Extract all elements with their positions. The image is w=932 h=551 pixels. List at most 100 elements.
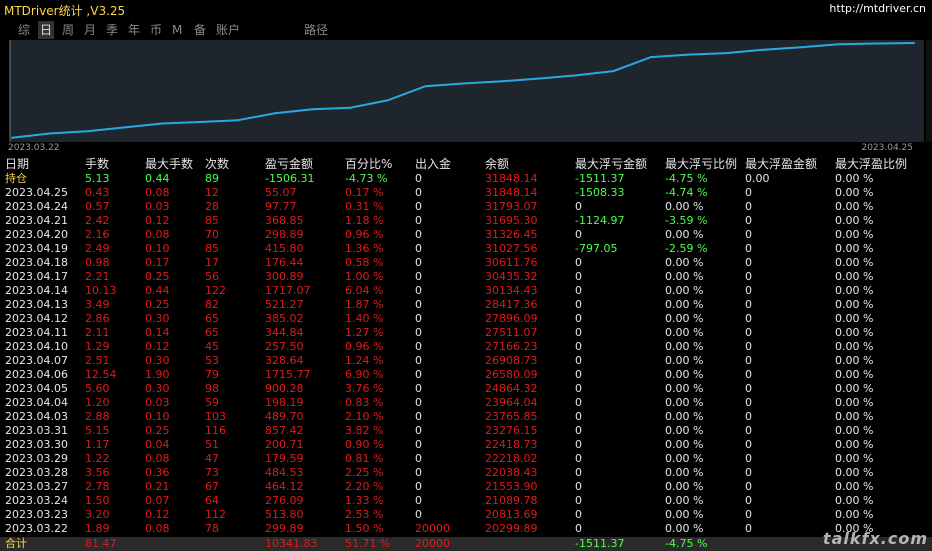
holding-cell: 5.13 [85, 172, 110, 185]
holding-cell: 0.00 [745, 172, 770, 185]
table-cell: 0 [415, 326, 422, 339]
table-cell: 300.89 [265, 270, 304, 283]
table-cell: 0.00 % [835, 522, 874, 535]
table-cell: 3.49 [85, 298, 110, 311]
table-cell: 1.40 % [345, 312, 384, 325]
holding-cell: 0.00 % [835, 172, 874, 185]
table-cell: 0.00 % [665, 466, 704, 479]
table-cell: 1.17 [85, 438, 110, 451]
table-cell: 0 [745, 200, 752, 213]
table-cell: 0 [415, 284, 422, 297]
table-cell: 328.64 [265, 354, 304, 367]
table-cell: 28417.36 [485, 298, 538, 311]
table-cell: 2.25 % [345, 466, 384, 479]
table-cell: 0.00 % [835, 480, 874, 493]
table-cell: 0.08 [145, 522, 170, 535]
table-cell: 0 [575, 256, 582, 269]
table-cell: 0.44 [145, 284, 170, 297]
table-row: 2023.04.07 2.51 0.30 53 328.64 1.24 % 0 26908.7… [0, 354, 932, 368]
balance-point [424, 85, 427, 88]
table-cell: 0 [745, 480, 752, 493]
table-cell: 0 [415, 424, 422, 437]
table-cell: 0.04 [145, 438, 170, 451]
table-cell: 198.19 [265, 396, 304, 409]
column-header: 手数 [85, 157, 110, 171]
table-cell: 12 [205, 186, 219, 199]
total-cell: -1511.37 [575, 537, 625, 550]
table-cell: 2023.04.03 [5, 410, 68, 423]
table-cell: 0.12 [145, 340, 170, 353]
table-cell: 24864.32 [485, 382, 538, 395]
table-cell: 1715.77 [265, 368, 311, 381]
balance-point [687, 53, 690, 56]
holding-cell: -1506.31 [265, 172, 315, 185]
table-row: 2023.04.03 2.88 0.10 103 489.70 2.10 % 0 23765.… [0, 410, 932, 424]
menu-item[interactable]: 季 [106, 23, 119, 37]
table-cell: 200.71 [265, 438, 304, 451]
table-row: 2023.04.14 10.13 0.44 122 1717.07 6.04 % 0 3013… [0, 284, 932, 298]
chart-x-end-label: 2023.04.25 [861, 143, 913, 152]
table-cell: 2.10 % [345, 410, 384, 423]
table-cell: 0.00 % [835, 424, 874, 437]
balance-point [537, 77, 540, 80]
table-cell: 0 [575, 424, 582, 437]
table-cell: 0.00 % [835, 214, 874, 227]
menu-item[interactable]: 日 [38, 21, 55, 39]
table-row: 2023.04.24 0.57 0.03 28 97.77 0.31 % 0 31793.07… [0, 200, 932, 214]
menu-item[interactable]: 综 [18, 23, 31, 37]
table-cell: 0.00 % [665, 284, 704, 297]
table-cell: 0 [415, 298, 422, 311]
table-cell: 0 [415, 256, 422, 269]
table-cell: 2023.04.07 [5, 354, 68, 367]
table-row: 2023.04.21 2.42 0.12 85 368.85 1.18 % 0 31695.3… [0, 214, 932, 228]
table-cell: 6.90 % [345, 368, 384, 381]
menu-item[interactable]: 币 [150, 23, 163, 37]
table-row: 2023.03.24 1.50 0.07 64 276.09 1.33 % 0 21089.7… [0, 494, 932, 508]
menu-item[interactable]: 路径 [304, 23, 329, 37]
table-cell: 2023.04.10 [5, 340, 68, 353]
table-cell: -1508.33 [575, 186, 625, 199]
table-cell: 0.30 [145, 382, 170, 395]
balance-point [800, 46, 803, 49]
table-cell: 0.12 [145, 214, 170, 227]
table-cell: 30435.32 [485, 270, 538, 283]
table-cell: 3.20 [85, 508, 110, 521]
holding-cell: 89 [205, 172, 219, 185]
table-cell: 27166.23 [485, 340, 538, 353]
menu-item[interactable]: 月 [84, 23, 97, 37]
menu-item[interactable]: M [172, 23, 183, 37]
table-cell: 30134.43 [485, 284, 538, 297]
table-cell: 0.96 % [345, 228, 384, 241]
menu-item[interactable]: 账户 [216, 23, 241, 37]
table-cell: 415.80 [265, 242, 304, 255]
table-cell: 2023.03.30 [5, 438, 68, 451]
table-cell: 2023.04.14 [5, 284, 68, 297]
site-url-link[interactable]: http://mtdriver.cn [829, 2, 926, 15]
table-cell: 2023.03.27 [5, 480, 68, 493]
table-row: 2023.04.18 0.98 0.17 17 176.44 0.58 % 0 30611.7… [0, 256, 932, 270]
table-cell: 20299.89 [485, 522, 538, 535]
table-cell: 0.36 [145, 466, 170, 479]
table-cell: 0.00 % [665, 200, 704, 213]
table-cell: 1.89 [85, 522, 110, 535]
table-cell: 0.08 [145, 186, 170, 199]
table-cell: -2.59 % [665, 242, 708, 255]
table-cell: 30611.76 [485, 256, 538, 269]
table-row: 2023.03.29 1.22 0.08 47 179.59 0.81 % 0 22218.0… [0, 452, 932, 466]
menu-item[interactable]: 周 [62, 23, 75, 37]
total-cell: 81.47 [85, 537, 117, 550]
table-cell: 2023.04.05 [5, 382, 68, 395]
column-header: 余额 [485, 157, 510, 171]
table-row: 2023.04.13 3.49 0.25 82 521.27 1.87 % 0 28417.3… [0, 298, 932, 312]
table-cell: 1.87 % [345, 298, 384, 311]
table-cell: 2023.03.31 [5, 424, 68, 437]
menu-item[interactable]: 备 [194, 23, 207, 37]
menu-item[interactable]: 年 [128, 23, 141, 37]
table-cell: 85 [205, 242, 219, 255]
table-cell: 0.00 % [665, 494, 704, 507]
table-cell: 1.29 [85, 340, 110, 353]
table-cell: 17 [205, 256, 219, 269]
chart-scrollbar [926, 40, 932, 142]
table-cell: 31848.14 [485, 186, 538, 199]
table-cell: 0 [575, 200, 582, 213]
